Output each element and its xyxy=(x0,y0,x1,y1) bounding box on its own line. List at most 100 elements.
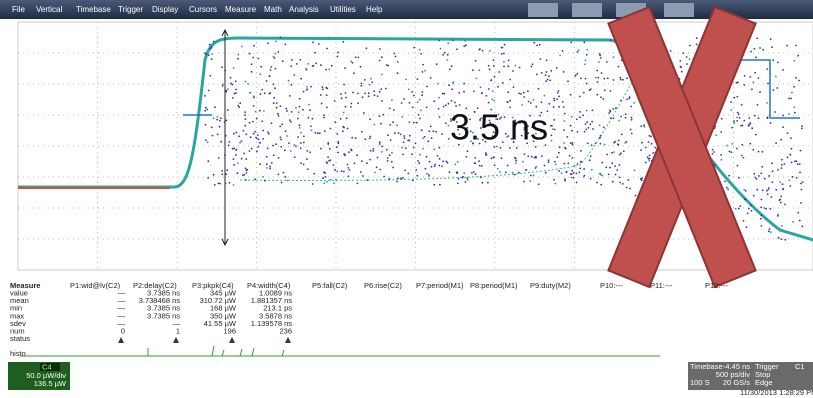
trace-dot xyxy=(601,162,603,164)
menu-item[interactable]: Timebase xyxy=(76,5,111,14)
trace-dot xyxy=(480,86,482,88)
trace-dot xyxy=(618,140,620,142)
trace-dot xyxy=(393,109,395,111)
trace-dot xyxy=(425,168,427,170)
trace-dot xyxy=(326,107,328,109)
trace-dot xyxy=(431,137,433,139)
menu-item[interactable]: Math xyxy=(264,5,282,14)
trace-dot xyxy=(245,133,247,135)
trace-dot xyxy=(319,132,321,134)
trace-dot xyxy=(239,142,241,144)
trace-dot xyxy=(262,130,264,132)
trace-dot xyxy=(531,66,533,68)
trace-dot xyxy=(584,63,586,65)
trace-dot xyxy=(337,52,339,54)
trace-dot xyxy=(547,79,549,81)
trace-dot xyxy=(349,169,351,171)
menu-item[interactable]: File xyxy=(12,5,25,14)
trace-dot xyxy=(649,135,651,137)
trace-dot xyxy=(233,67,235,69)
trace-dot xyxy=(720,131,722,133)
trace-dot xyxy=(618,120,620,122)
toolbar-button[interactable] xyxy=(572,3,602,17)
trace-dot xyxy=(207,160,209,162)
trace-dot xyxy=(439,116,441,118)
trace-dot xyxy=(299,106,301,108)
trace-dot xyxy=(413,122,415,124)
trace-dot xyxy=(355,137,357,139)
trace-dot xyxy=(337,152,339,154)
menu-item[interactable]: Analysis xyxy=(289,5,319,14)
trace-dot xyxy=(279,36,281,38)
trigger-type: Edge xyxy=(755,378,773,387)
trace-dot xyxy=(640,149,642,151)
trace-dot xyxy=(296,63,298,65)
trace-dot xyxy=(266,80,268,82)
trace-dot xyxy=(600,143,602,145)
trace-dot xyxy=(775,76,777,78)
trace-dot xyxy=(583,168,585,170)
trace-dot xyxy=(362,175,364,177)
trace-dot xyxy=(466,177,468,179)
trace-dot xyxy=(219,126,221,128)
trace-dot xyxy=(689,58,691,60)
trace-dot xyxy=(564,120,566,122)
trace-dot xyxy=(467,150,469,152)
trace-dot xyxy=(340,93,342,95)
menu-item[interactable]: Utilities xyxy=(330,5,356,14)
trace-dot xyxy=(733,120,735,122)
trace-dot xyxy=(343,84,345,86)
trace-dot xyxy=(635,195,637,197)
trace-dot xyxy=(217,134,219,136)
trace-dot xyxy=(534,157,536,159)
trace-dot xyxy=(288,80,290,82)
histo-traces xyxy=(20,346,660,356)
menu-item[interactable]: Display xyxy=(152,5,178,14)
trace-dot xyxy=(405,147,407,149)
trace-dot xyxy=(751,88,753,90)
trace-dot xyxy=(528,101,530,103)
trace-dot xyxy=(275,143,277,145)
trace-dot xyxy=(266,167,268,169)
trace-dot xyxy=(770,38,772,40)
trace-dot xyxy=(397,72,399,74)
trace-dot xyxy=(712,153,714,155)
menu-item[interactable]: Vertical xyxy=(36,5,62,14)
trace-dot xyxy=(536,45,538,47)
trace-dot xyxy=(591,121,593,123)
trace-dot xyxy=(617,143,619,145)
menu-item[interactable]: Help xyxy=(366,5,383,14)
trace-dot xyxy=(743,189,745,191)
trace-dot xyxy=(777,215,779,217)
trace-dot xyxy=(369,84,371,86)
menu-item[interactable]: Trigger xyxy=(118,5,143,14)
trace-dot xyxy=(327,143,329,145)
trace-dot xyxy=(546,71,548,73)
trace-dot xyxy=(290,121,292,123)
trace-dot xyxy=(366,47,368,49)
trace-dot xyxy=(600,135,602,137)
trace-dot xyxy=(447,42,449,44)
trace-dot xyxy=(269,166,271,168)
trace-dot xyxy=(780,139,782,141)
trace-dot xyxy=(743,120,745,122)
trace-dot xyxy=(557,92,559,94)
trace-dot xyxy=(641,142,643,144)
trace-dot xyxy=(246,169,248,171)
trace-dot xyxy=(571,157,573,159)
trace-dot xyxy=(733,122,735,124)
trace-dot xyxy=(383,114,385,116)
menu-item[interactable]: Measure xyxy=(225,5,257,14)
toolbar-button[interactable] xyxy=(664,3,694,17)
trace-dot xyxy=(535,157,537,159)
trace-dot xyxy=(782,188,784,190)
trace-dot xyxy=(220,117,222,119)
trace-dot xyxy=(768,175,770,177)
trace-dot xyxy=(204,95,206,97)
menu-item[interactable]: Cursors xyxy=(189,5,217,14)
toolbar-button[interactable] xyxy=(528,3,558,17)
trace-dot xyxy=(326,181,328,183)
trace-dot xyxy=(291,59,293,61)
trace-dot xyxy=(312,183,314,185)
trace-dot xyxy=(422,64,424,66)
